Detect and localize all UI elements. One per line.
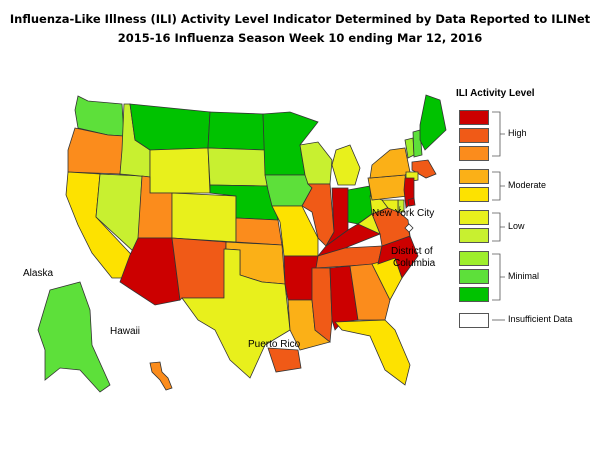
state-FL[interactable] <box>334 319 411 386</box>
nyc-marker[interactable] <box>407 197 416 207</box>
state-MI[interactable] <box>331 144 361 186</box>
state-GA[interactable] <box>349 263 391 321</box>
legend-swatch-3 <box>459 251 489 266</box>
legend-swatch-4 <box>459 228 489 243</box>
state-ME[interactable] <box>419 94 447 151</box>
nyc-label: New York City <box>372 208 434 219</box>
state-MD[interactable] <box>381 199 399 213</box>
chart-title: Influenza-Like Illness (ILI) Activity Le… <box>9 12 591 26</box>
state-TX[interactable] <box>181 248 291 379</box>
legend-swatch-0 <box>459 313 489 328</box>
dc-marker[interactable] <box>404 223 414 233</box>
state-AK[interactable] <box>37 281 111 393</box>
legend-label-moderate: Moderate <box>508 180 547 190</box>
legend-swatch-8 <box>459 146 489 161</box>
legend-swatch-2 <box>459 269 489 284</box>
hawaii-label: Hawaii <box>110 326 140 337</box>
legend-label-insufficient: Insufficient Data <box>508 314 573 324</box>
legend-label-minimal: Minimal <box>508 271 540 281</box>
legend-swatch-9 <box>459 128 489 143</box>
legend-swatch-5 <box>459 210 489 225</box>
legend-label-low: Low <box>508 221 525 231</box>
state-HI[interactable] <box>149 361 173 391</box>
dc-label-line2: Columbia <box>393 258 436 269</box>
state-PR[interactable] <box>267 347 302 373</box>
puerto-rico-label: Puerto Rico <box>248 339 301 350</box>
legend-swatch-7 <box>459 169 489 184</box>
legend-swatch-6 <box>459 187 489 202</box>
state-IL[interactable] <box>301 183 335 247</box>
legend-swatch-10 <box>459 110 489 125</box>
nyc-leader-line <box>398 205 401 213</box>
alaska-label: Alaska <box>23 268 53 279</box>
chart-subtitle: 2015-16 Influenza Season Week 10 ending … <box>117 31 483 45</box>
legend-title: ILI Activity Level <box>456 88 535 99</box>
dc-leader-line <box>408 231 411 239</box>
state-MA[interactable] <box>411 159 437 179</box>
legend-swatch-1 <box>459 287 489 302</box>
dc-label-line1: District of <box>391 246 433 257</box>
legend-label-high: High <box>508 128 527 138</box>
